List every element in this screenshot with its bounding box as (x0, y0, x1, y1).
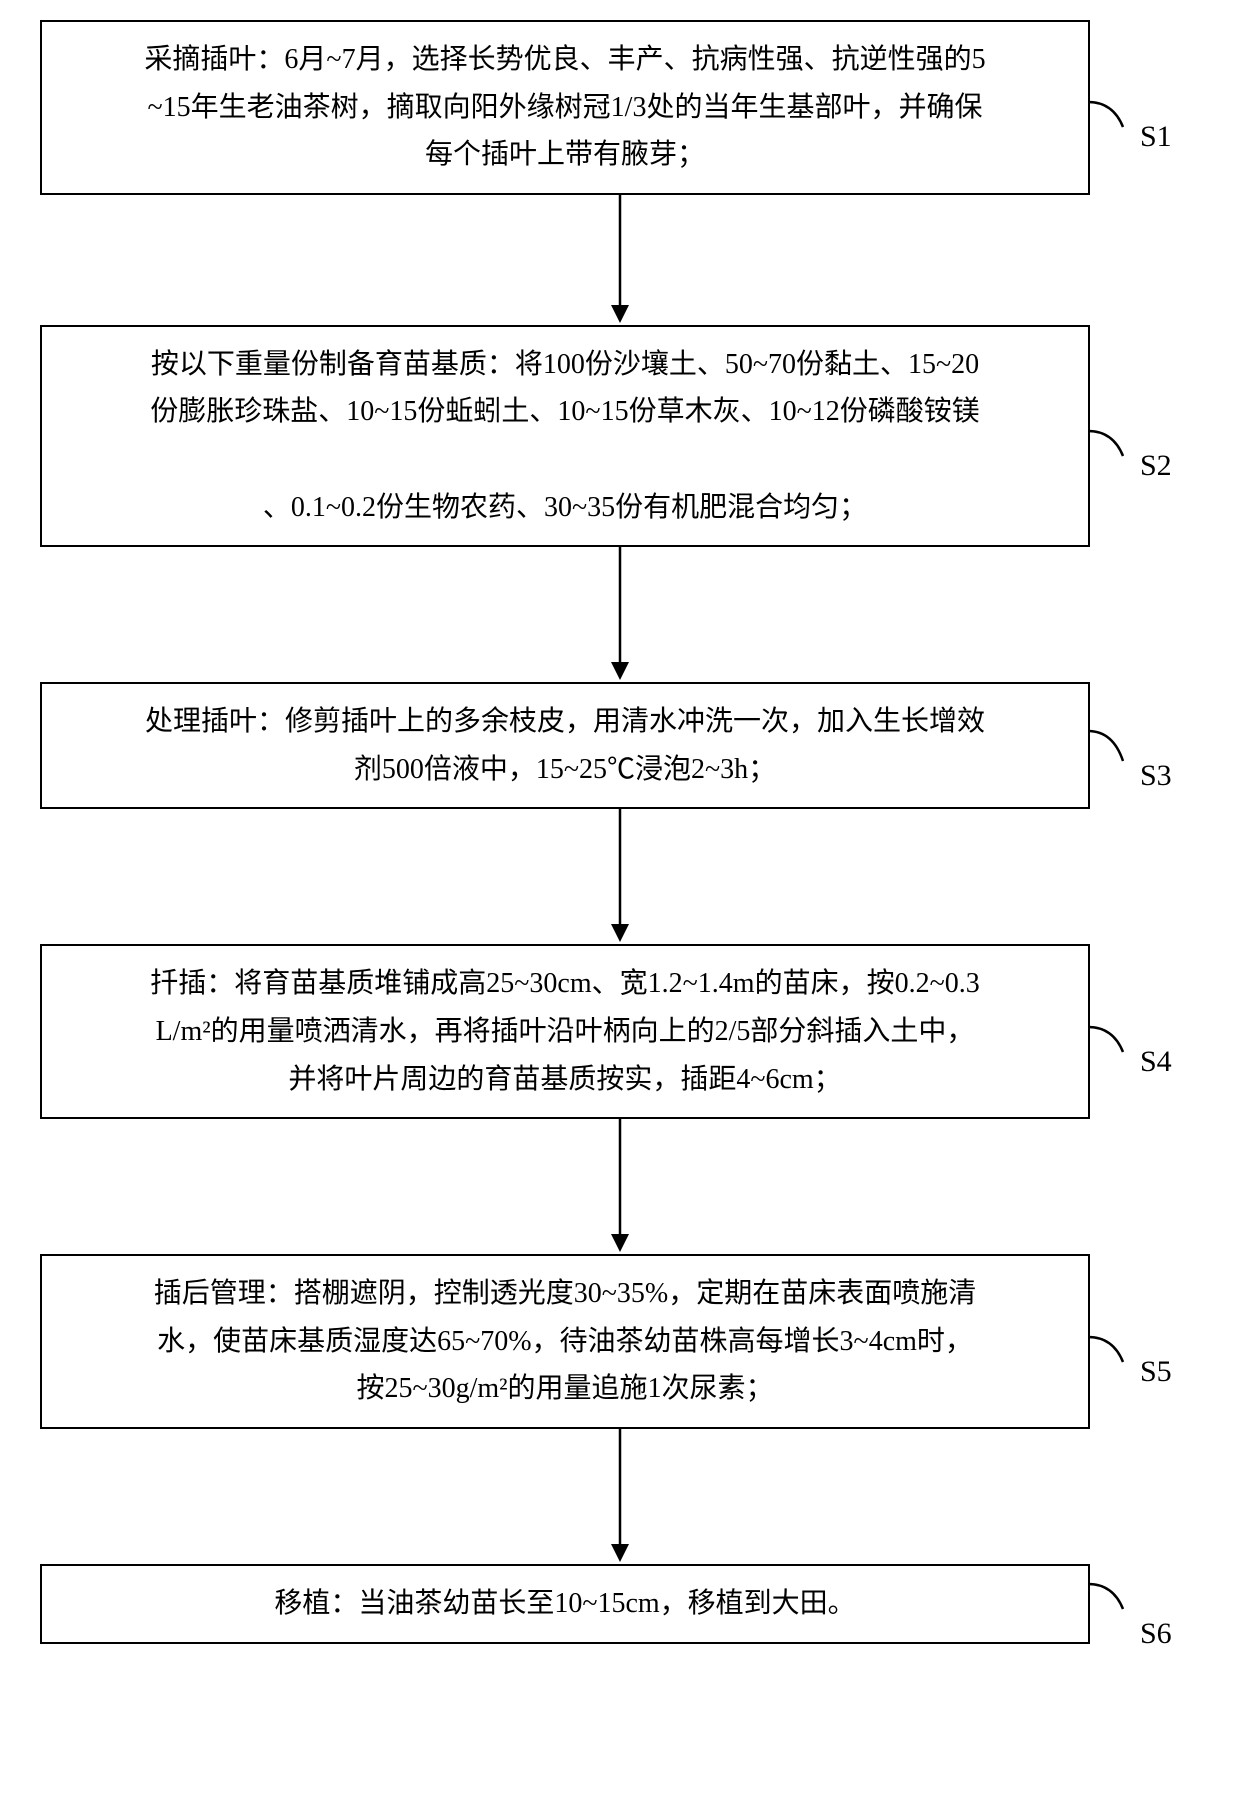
arrow-down-icon (605, 1429, 635, 1564)
step-text: ~15年生老油茶树，摘取向阳外缘树冠1/3处的当年生基部叶，并确保 (62, 84, 1068, 132)
step-text: 移植：当油茶幼苗长至10~15cm，移植到大田。 (62, 1580, 1068, 1628)
arrow-down (95, 547, 1145, 682)
step-label: S6 (1140, 1617, 1172, 1651)
step-label: S2 (1140, 449, 1172, 483)
step-text: 并将叶片周边的育苗基质按实，插距4~6cm； (62, 1056, 1068, 1104)
step-box-s6: 移植：当油茶幼苗长至10~15cm，移植到大田。 (40, 1564, 1090, 1644)
label-connector: S3 (1090, 711, 1172, 781)
arrow-down (95, 195, 1145, 325)
connector-curve-icon (1088, 72, 1138, 142)
label-connector: S5 (1090, 1307, 1172, 1377)
step-label: S1 (1140, 120, 1172, 154)
step-text: 插后管理：搭棚遮阴，控制透光度30~35%，定期在苗床表面喷施清 (62, 1270, 1068, 1318)
arrow-down (95, 809, 1145, 944)
step-text: 、0.1~0.2份生物农药、30~35份有机肥混合均匀； (62, 484, 1068, 532)
arrow-down-icon (605, 195, 635, 325)
label-connector: S1 (1090, 72, 1172, 142)
step-text (62, 436, 1068, 484)
flowchart-container: 采摘插叶：6月~7月，选择长势优良、丰产、抗病性强、抗逆性强的5 ~15年生老油… (40, 20, 1200, 1644)
step-text: 处理插叶：修剪插叶上的多余枝皮，用清水冲洗一次，加入生长增效 (62, 698, 1068, 746)
step-text: 按25~30g/m²的用量追施1次尿素； (62, 1365, 1068, 1413)
step-box-s4: 扦插：将育苗基质堆铺成高25~30cm、宽1.2~1.4m的苗床，按0.2~0.… (40, 944, 1090, 1119)
label-connector: S6 (1090, 1569, 1172, 1639)
step-text: L/m²的用量喷洒清水，再将插叶沿叶柄向上的2/5部分斜插入土中， (62, 1008, 1068, 1056)
flow-step: 采摘插叶：6月~7月，选择长势优良、丰产、抗病性强、抗逆性强的5 ~15年生老油… (40, 20, 1200, 195)
connector-curve-icon (1088, 1569, 1138, 1639)
connector-curve-icon (1088, 997, 1138, 1067)
step-label: S3 (1140, 759, 1172, 793)
step-label: S5 (1140, 1355, 1172, 1389)
step-text: 剂500倍液中，15~25℃浸泡2~3h； (62, 746, 1068, 794)
flow-step: 插后管理：搭棚遮阴，控制透光度30~35%，定期在苗床表面喷施清 水，使苗床基质… (40, 1254, 1200, 1429)
flow-step: 移植：当油茶幼苗长至10~15cm，移植到大田。 S6 (40, 1564, 1200, 1644)
label-connector: S2 (1090, 401, 1172, 471)
step-text: 按以下重量份制备育苗基质：将100份沙壤土、50~70份黏土、15~20 (62, 341, 1068, 389)
step-box-s1: 采摘插叶：6月~7月，选择长势优良、丰产、抗病性强、抗逆性强的5 ~15年生老油… (40, 20, 1090, 195)
arrow-down (95, 1119, 1145, 1254)
step-box-s5: 插后管理：搭棚遮阴，控制透光度30~35%，定期在苗床表面喷施清 水，使苗床基质… (40, 1254, 1090, 1429)
arrow-down-icon (605, 1119, 635, 1254)
flow-step: 扦插：将育苗基质堆铺成高25~30cm、宽1.2~1.4m的苗床，按0.2~0.… (40, 944, 1200, 1119)
step-text: 水，使苗床基质湿度达65~70%，待油茶幼苗株高每增长3~4cm时， (62, 1318, 1068, 1366)
flow-step: 处理插叶：修剪插叶上的多余枝皮，用清水冲洗一次，加入生长增效 剂500倍液中，1… (40, 682, 1200, 809)
step-label: S4 (1140, 1045, 1172, 1079)
step-text: 采摘插叶：6月~7月，选择长势优良、丰产、抗病性强、抗逆性强的5 (62, 36, 1068, 84)
label-connector: S4 (1090, 997, 1172, 1067)
step-text: 每个插叶上带有腋芽； (62, 131, 1068, 179)
connector-curve-icon (1088, 1307, 1138, 1377)
connector-curve-icon (1088, 401, 1138, 471)
step-box-s2: 按以下重量份制备育苗基质：将100份沙壤土、50~70份黏土、15~20 份膨胀… (40, 325, 1090, 547)
step-box-s3: 处理插叶：修剪插叶上的多余枝皮，用清水冲洗一次，加入生长增效 剂500倍液中，1… (40, 682, 1090, 809)
flow-step: 按以下重量份制备育苗基质：将100份沙壤土、50~70份黏土、15~20 份膨胀… (40, 325, 1200, 547)
arrow-down-icon (605, 809, 635, 944)
arrow-down-icon (605, 547, 635, 682)
step-text: 扦插：将育苗基质堆铺成高25~30cm、宽1.2~1.4m的苗床，按0.2~0.… (62, 960, 1068, 1008)
step-text: 份膨胀珍珠盐、10~15份蚯蚓土、10~15份草木灰、10~12份磷酸铵镁 (62, 388, 1068, 436)
arrow-down (95, 1429, 1145, 1564)
connector-curve-icon (1088, 711, 1138, 781)
